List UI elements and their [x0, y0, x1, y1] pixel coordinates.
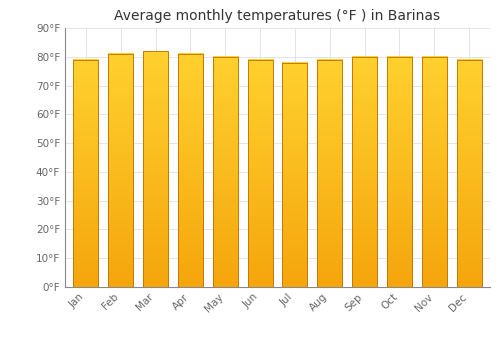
Bar — [422, 57, 447, 287]
Bar — [178, 54, 203, 287]
Title: Average monthly temperatures (°F ) in Barinas: Average monthly temperatures (°F ) in Ba… — [114, 9, 440, 23]
Bar — [282, 63, 308, 287]
Bar — [248, 60, 272, 287]
Bar — [74, 60, 98, 287]
Bar — [108, 54, 134, 287]
Bar — [387, 57, 412, 287]
Bar — [352, 57, 377, 287]
Bar — [143, 51, 168, 287]
Bar — [317, 60, 342, 287]
Bar — [456, 60, 481, 287]
Bar — [212, 57, 238, 287]
